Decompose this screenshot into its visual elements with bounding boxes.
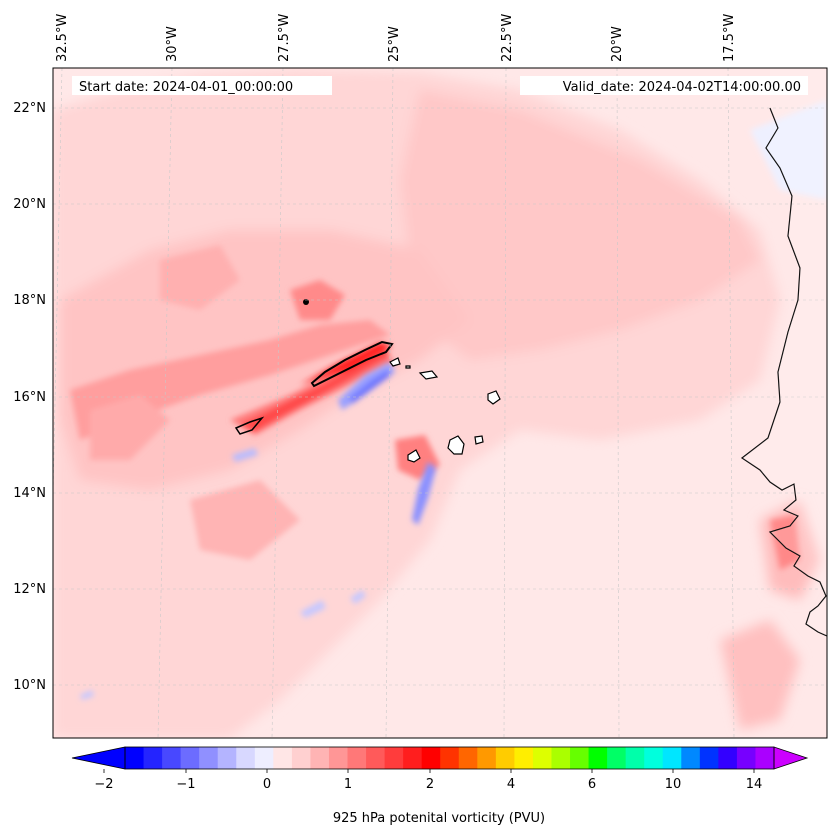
colorbar-tick-label: −2 — [94, 777, 113, 792]
longitude-labels: 32.5°W 30°W 27.5°W 25°W 22.5°W 20°W 17.5… — [55, 14, 737, 62]
colorbar-cell — [458, 747, 478, 769]
colorbar-cell — [625, 747, 645, 769]
colorbar-cell — [328, 747, 349, 769]
colorbar-cell — [588, 747, 608, 769]
lat-label: 22°N — [13, 101, 46, 116]
colorbar-cell — [236, 747, 256, 769]
map-panel[interactable]: Start date: 2024-04-01_00:00:00 Valid_da… — [48, 68, 827, 738]
colorbar-tick-label: 1 — [344, 777, 352, 792]
lon-label: 20°W — [610, 26, 625, 62]
valid-date-text: Valid_date: 2024-04-02T14:00:00.00 — [563, 80, 801, 95]
colorbar-cell — [644, 747, 664, 769]
colorbar-cell — [180, 747, 200, 769]
lon-label: 17.5°W — [722, 14, 737, 62]
colorbar-tick-label: 14 — [746, 777, 763, 792]
lat-label: 18°N — [13, 293, 46, 308]
lat-label: 10°N — [13, 678, 46, 693]
pv-contour-2b — [234, 416, 265, 435]
colorbar-cell — [662, 747, 682, 769]
colorbar-cell — [718, 747, 738, 769]
colorbar-cell — [403, 747, 423, 769]
lon-label: 22.5°W — [500, 14, 515, 62]
lon-label: 25°W — [387, 26, 402, 62]
land-area — [742, 68, 827, 636]
lon-label: 30°W — [165, 26, 180, 62]
colorbar-cell — [532, 747, 552, 769]
lat-label: 20°N — [13, 197, 46, 212]
colorbar-cell — [514, 747, 534, 769]
colorbar-under-arrow — [71, 746, 126, 770]
colorbar-cell — [681, 747, 701, 769]
colorbar-tick-label: −1 — [176, 777, 195, 792]
colorbar-cell — [254, 747, 274, 769]
start-date-text: Start date: 2024-04-01_00:00:00 — [79, 80, 293, 95]
lat-label: 16°N — [13, 390, 46, 405]
colorbar-tick-label: 10 — [665, 777, 682, 792]
colorbar-cell — [199, 747, 219, 769]
colorbar-cell — [477, 747, 497, 769]
colorbar-ticks: −2 −1 0 1 2 4 6 10 14 — [94, 769, 762, 792]
colorbar-cell — [570, 747, 590, 769]
colorbar-tick-label: 2 — [426, 777, 434, 792]
african-coastline — [740, 107, 827, 637]
colorbar-cell — [310, 747, 330, 769]
colorbar-cell — [440, 747, 460, 769]
colorbar-over-arrow — [773, 746, 809, 770]
lon-label: 27.5°W — [277, 14, 292, 62]
colorbar-cell — [384, 747, 404, 769]
colorbar-cell — [607, 747, 627, 769]
pv-negative-streaks — [80, 100, 827, 700]
colorbar-cell — [273, 747, 293, 769]
colorbar-tick-label: 0 — [263, 777, 271, 792]
lat-label: 12°N — [13, 582, 46, 597]
colorbar-cell — [143, 747, 163, 769]
colorbar-label: 925 hPa potenital vorticity (PVU) — [333, 811, 545, 826]
map-frame — [52, 67, 828, 739]
pv-max-point — [303, 299, 309, 305]
colorbar-cell — [755, 747, 775, 769]
colorbar-cell — [736, 747, 756, 769]
colorbar-cell — [495, 747, 515, 769]
colorbar-tick-label: 4 — [507, 777, 515, 792]
latitude-labels: 22°N 20°N 18°N 16°N 14°N 12°N 10°N — [13, 101, 46, 693]
colorbar-tick-label: 6 — [588, 777, 596, 792]
colorbar-cell — [366, 747, 386, 769]
colorbar-cells — [125, 747, 775, 769]
lat-label: 14°N — [13, 486, 46, 501]
colorbar-cell — [291, 747, 311, 769]
valid-date-box — [520, 76, 808, 95]
pv-contour-2 — [310, 340, 394, 388]
colorbar-cell — [551, 747, 571, 769]
colorbar-cell — [217, 747, 237, 769]
graticule — [53, 68, 827, 738]
cape-verde-islands — [389, 357, 501, 463]
lon-label: 32.5°W — [55, 14, 70, 62]
colorbar-frame — [124, 746, 775, 770]
colorbar-cell — [699, 747, 719, 769]
colorbar: −2 −1 0 1 2 4 6 10 14 925 hPa potenital vorticit… — [71, 746, 809, 826]
colorbar-cell — [421, 747, 441, 769]
colorbar-cell — [125, 747, 145, 769]
colorbar-cell — [162, 747, 182, 769]
colorbar-cell — [347, 747, 367, 769]
start-date-box — [72, 76, 332, 95]
